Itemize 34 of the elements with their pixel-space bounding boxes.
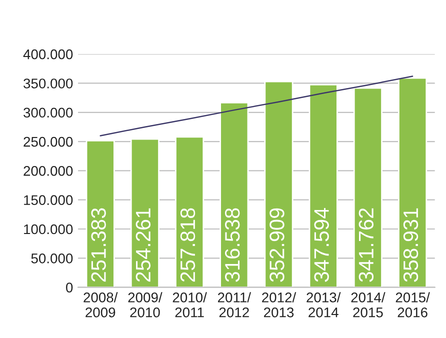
data-label: 316.538 — [224, 208, 240, 282]
y-tick-label: 300.000 — [24, 108, 73, 118]
x-tick-label: 2009/ 2010 — [128, 292, 162, 318]
y-tick-label: 150.000 — [24, 195, 73, 206]
bar — [264, 80, 294, 288]
data-label: 257.818 — [180, 208, 196, 282]
bar — [130, 138, 160, 288]
data-label: 254.261 — [136, 208, 151, 282]
y-tick-label: 200.000 — [24, 166, 73, 176]
data-label: 341.762 — [358, 208, 374, 282]
y-tick-label: 100.000 — [24, 224, 73, 234]
y-tick-label: 400.000 — [23, 49, 73, 60]
x-tick-label: 2010/ 2011 — [172, 292, 207, 318]
bar — [308, 84, 338, 288]
data-label: 347.594 — [314, 208, 329, 282]
bar — [175, 136, 204, 288]
data-label: 251.383 — [91, 208, 106, 282]
bar — [398, 77, 428, 288]
x-tick-label: 2015/ 2016 — [396, 292, 430, 318]
bar — [86, 140, 115, 288]
bar — [220, 102, 249, 288]
data-label: 352.909 — [270, 208, 284, 282]
x-tick-label: 2014/ 2015 — [351, 292, 386, 318]
y-tick-label: 0 — [66, 282, 73, 292]
data-label: 358.931 — [403, 208, 418, 282]
y-tick-label: 350.000 — [24, 78, 73, 88]
x-tick-label: 2013/ 2014 — [306, 292, 341, 318]
bar — [353, 87, 382, 288]
x-tick-label: 2008/ 2009 — [84, 292, 118, 318]
line-series — [100, 76, 414, 136]
x-tick-label: 2011/ 2012 — [218, 292, 252, 318]
x-tick-label: 2012/ 2013 — [262, 292, 296, 318]
y-tick-label: 50.000 — [31, 253, 73, 264]
y-tick-label: 250.000 — [24, 136, 73, 147]
